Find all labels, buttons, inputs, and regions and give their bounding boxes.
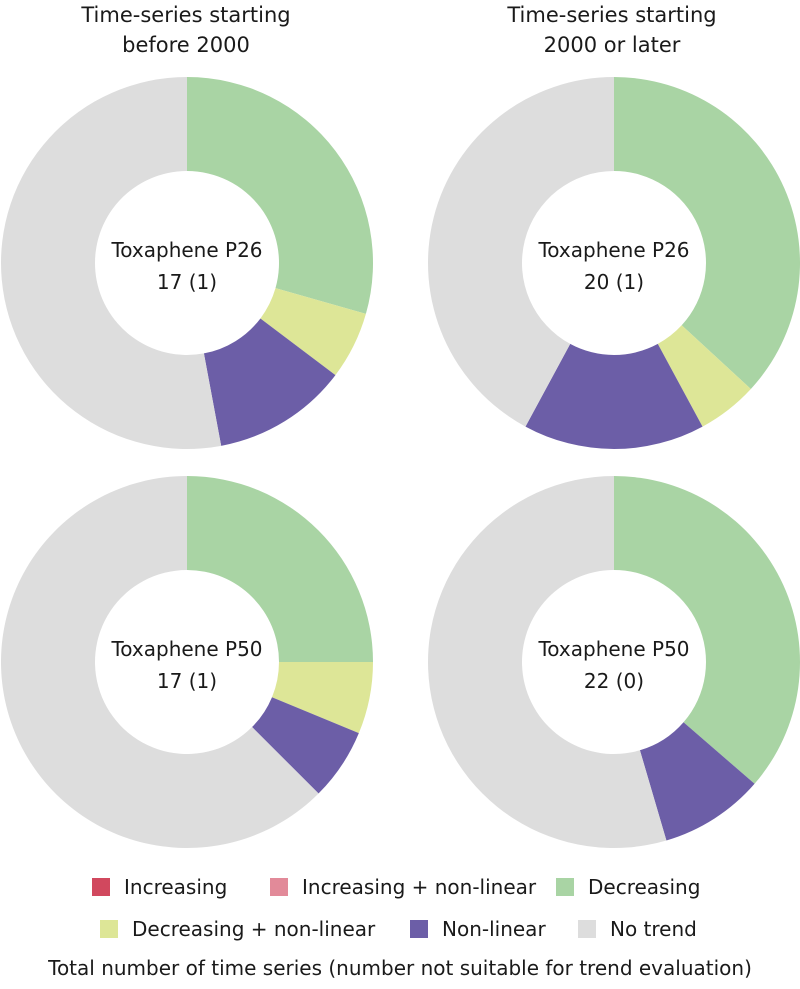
legend-label: Increasing + non-linear bbox=[302, 875, 537, 899]
chart-total-label: 20 (1) bbox=[584, 270, 644, 294]
legend-label: Increasing bbox=[124, 875, 228, 899]
column-title-line2: 2000 or later bbox=[543, 33, 681, 57]
legend-swatch bbox=[100, 920, 118, 938]
legend-item-increasing: Increasing bbox=[92, 872, 227, 902]
slice-non-linear bbox=[203, 318, 336, 446]
chart-total-label: 22 (0) bbox=[584, 669, 644, 693]
legend-item-no-trend: No trend bbox=[578, 914, 697, 944]
donut-chart-4: Toxaphene P50 22 (0) bbox=[428, 476, 800, 848]
legend-label: Non-linear bbox=[442, 917, 546, 941]
legend-item-decreasing-nonlinear: Decreasing + non-linear bbox=[100, 914, 375, 944]
legend-swatch bbox=[410, 920, 428, 938]
slice-decreasing bbox=[187, 77, 374, 314]
column-title-line2: before 2000 bbox=[122, 33, 250, 57]
column-title-line1: Time-series starting bbox=[81, 3, 291, 27]
slice-decreasing bbox=[187, 476, 373, 662]
slice-non-linear bbox=[639, 722, 755, 841]
slice-no-trend bbox=[1, 77, 222, 449]
legend-label: No trend bbox=[610, 917, 697, 941]
slice-decreasing bbox=[614, 476, 800, 784]
slice-non-linear bbox=[252, 697, 359, 794]
chart-name: Toxaphene P26 bbox=[110, 238, 262, 262]
chart-total-label: 17 (1) bbox=[157, 270, 217, 294]
legend-swatch bbox=[92, 878, 110, 896]
chart-name: Toxaphene P50 bbox=[110, 637, 262, 661]
donut-chart-1: Toxaphene P26 17 (1) bbox=[1, 77, 374, 449]
slice-decreasing-non-linear bbox=[657, 325, 751, 427]
legend-swatch bbox=[270, 878, 288, 896]
chart-name: Toxaphene P26 bbox=[537, 238, 689, 262]
slice-no-trend bbox=[0, 476, 319, 849]
legend-swatch bbox=[578, 920, 596, 938]
legend-swatch bbox=[556, 878, 574, 896]
legend-item-nonlinear: Non-linear bbox=[410, 914, 546, 944]
donut-chart-2: Toxaphene P26 20 (1) bbox=[427, 77, 800, 450]
slice-decreasing bbox=[614, 77, 800, 389]
slice-no-trend bbox=[427, 77, 614, 427]
legend-item-decreasing: Decreasing bbox=[556, 872, 700, 902]
donut-chart-3: Toxaphene P50 17 (1) bbox=[0, 476, 373, 849]
footnote: Total number of time series (number not … bbox=[48, 956, 752, 980]
column-title-before-2000: Time-series starting before 2000 bbox=[6, 0, 366, 60]
slice-non-linear bbox=[525, 343, 703, 450]
legend-label: Decreasing bbox=[588, 875, 701, 899]
column-title-2000-or-later: Time-series starting 2000 or later bbox=[432, 0, 792, 60]
slice-decreasing-non-linear bbox=[260, 288, 366, 376]
legend-item-increasing-nonlinear: Increasing + non-linear bbox=[270, 872, 536, 902]
column-title-line1: Time-series starting bbox=[507, 3, 717, 27]
legend-label: Decreasing + non-linear bbox=[132, 917, 376, 941]
slice-decreasing-non-linear bbox=[271, 662, 373, 734]
chart-total-label: 17 (1) bbox=[157, 669, 217, 693]
chart-name: Toxaphene P50 bbox=[537, 637, 689, 661]
slice-no-trend bbox=[428, 476, 667, 848]
